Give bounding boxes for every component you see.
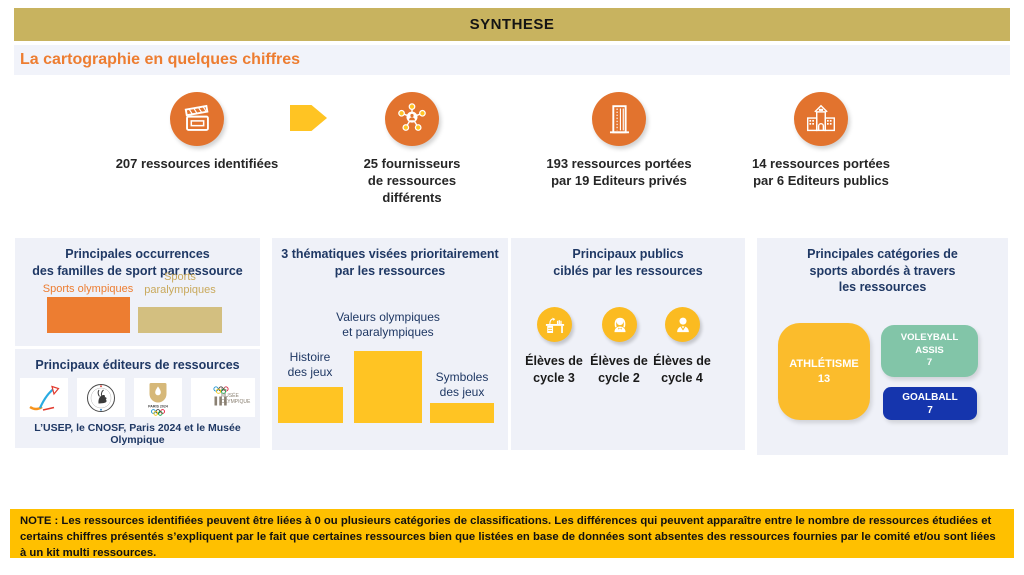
note-text: NOTE : Les ressources identifiées peuven…	[20, 515, 996, 560]
editor-logos-row: PARIS 2024	[15, 378, 260, 417]
usep-logo-icon	[29, 385, 60, 411]
category-voleyball-assis: VOLEYBALL ASSIS 7	[881, 325, 978, 377]
usep-logo	[20, 378, 68, 417]
paris-2024-logo-icon: PARIS 2024	[148, 382, 168, 416]
editors-panel: Principaux éditeurs de ressources	[15, 349, 260, 448]
musee-olympique-logo-text: LE MUSÉE OLYMPIQUE	[221, 387, 251, 405]
cnosf-logo	[77, 378, 125, 417]
school-building-icon	[806, 104, 836, 132]
occurrences-panel: Principales occurrences des familles de …	[15, 238, 260, 346]
public-item-cycle4	[665, 307, 700, 342]
paralympic-bar	[138, 307, 222, 333]
theme-bar-valeurs	[354, 351, 422, 423]
office-building-icon	[609, 105, 629, 134]
category-value: 13	[817, 372, 831, 385]
clapperboard-icon	[184, 104, 209, 131]
stat-label: 193 ressources portées par 19 Editeurs p…	[546, 156, 692, 189]
category-name: VOLEYBALL ASSIS	[900, 332, 959, 356]
category-name: ATHLÉTISME	[789, 358, 859, 371]
category-athletisme: ATHLÉTISME 13	[778, 323, 870, 420]
cnosf-logo-icon	[87, 383, 115, 412]
stat-label: 14 ressources portées par 6 Editeurs pub…	[751, 156, 891, 189]
olympic-bar-label: Sports olympiques	[42, 283, 134, 295]
theme-label-histoire: Histoire des jeux	[287, 350, 333, 379]
girl-icon	[613, 317, 626, 332]
subtitle-text: La cartographie en quelques chiffres	[20, 51, 301, 68]
themes-panel: 3 thématiques visées prioritairement par…	[272, 238, 508, 450]
editors-panel-title: Principaux éditeurs de ressources	[35, 358, 240, 372]
public-item-cycle3	[537, 307, 572, 342]
paralympic-bar-label: Sports paralympiques	[144, 271, 216, 296]
stat-public-editors: 14 ressources portées par 6 Editeurs pub…	[711, 92, 931, 189]
publics-panel-title: Principaux publics ciblés par les ressou…	[553, 247, 703, 278]
olympic-bar	[47, 297, 130, 333]
stat-private-editors: 193 ressources portées par 19 Editeurs p…	[509, 92, 729, 189]
stat-providers: 25 fournisseurs de ressources différents	[302, 92, 522, 206]
network-icon	[398, 103, 426, 131]
musee-olympique-logo: LE MUSÉE OLYMPIQUE	[191, 378, 255, 417]
public-label-cycle2: Élèves de cycle 2	[590, 354, 648, 385]
theme-label-valeurs: Valeurs olympiques et paralympiques	[336, 310, 440, 339]
desk-icon	[545, 317, 564, 333]
category-name: GOALBALL	[902, 391, 958, 403]
categories-panel: Principales catégories de sports abordés…	[757, 238, 1008, 455]
olympic-rings-columns-icon	[213, 386, 229, 405]
category-goalball: GOALBALL 7	[883, 387, 977, 420]
stat-circle	[794, 92, 848, 146]
stat-label: 207 ressources identifiées	[115, 156, 279, 171]
stat-circle	[592, 92, 646, 146]
public-label-cycle4: Élèves de cycle 4	[653, 354, 711, 385]
stat-circle	[170, 92, 224, 146]
categories-panel-title: Principales catégories de sports abordés…	[807, 247, 958, 294]
stat-label: 25 fournisseurs de ressources différents	[363, 156, 461, 206]
theme-bar-symboles	[430, 403, 494, 423]
note-bar: NOTE : Les ressources identifiées peuven…	[10, 509, 1014, 560]
student-icon	[676, 317, 689, 332]
category-value: 7	[926, 357, 933, 369]
category-value: 7	[927, 404, 933, 416]
page-title: SYNTHESE	[469, 16, 555, 33]
public-item-cycle2	[602, 307, 637, 342]
paris-2024-logo: PARIS 2024	[134, 378, 182, 417]
theme-label-symboles: Symboles des jeux	[435, 370, 489, 399]
stat-circle	[385, 92, 439, 146]
theme-bar-histoire	[278, 387, 343, 423]
subtitle-bar: La cartographie en quelques chiffres	[14, 45, 1010, 75]
occurrences-panel-title: Principales occurrences des familles de …	[32, 247, 243, 278]
stat-identified-resources: 207 ressources identifiées	[87, 92, 307, 172]
header-bar: SYNTHESE	[14, 8, 1010, 41]
paris-2024-logo-text: PARIS 2024	[148, 404, 168, 408]
themes-panel-title: 3 thématiques visées prioritairement par…	[281, 247, 499, 278]
publics-panel: Principaux publics ciblés par les ressou…	[511, 238, 745, 450]
editors-caption: L’USEP, le CNOSF, Paris 2024 et le Musée…	[34, 422, 241, 446]
public-label-cycle3: Élèves de cycle 3	[525, 354, 583, 385]
